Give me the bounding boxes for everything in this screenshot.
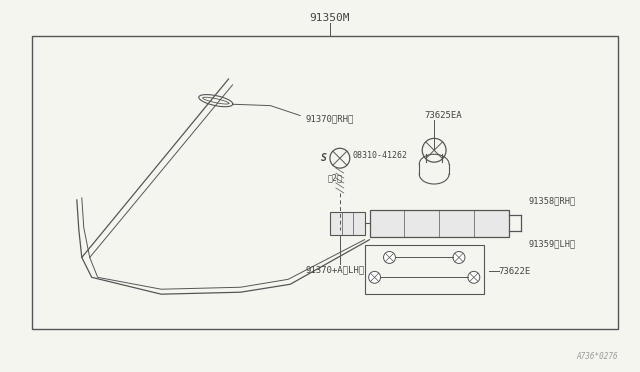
Text: 91370〈RH〉: 91370〈RH〉 xyxy=(305,114,353,123)
Text: 91358〈RH〉: 91358〈RH〉 xyxy=(529,196,576,205)
Text: 〈2〉: 〈2〉 xyxy=(328,173,342,182)
Text: 08310-41262: 08310-41262 xyxy=(353,151,408,160)
Circle shape xyxy=(453,251,465,263)
Text: A736*0276: A736*0276 xyxy=(576,352,618,361)
Bar xyxy=(365,244,484,294)
Text: 91350M: 91350M xyxy=(310,13,350,23)
Bar xyxy=(330,212,365,235)
Text: S: S xyxy=(321,153,327,163)
Bar xyxy=(370,210,509,237)
Circle shape xyxy=(468,271,480,283)
Circle shape xyxy=(383,251,396,263)
Text: 91359〈LH〉: 91359〈LH〉 xyxy=(529,240,576,248)
Text: 91370+A〈LH〉: 91370+A〈LH〉 xyxy=(305,265,364,274)
Text: 73625EA: 73625EA xyxy=(424,111,462,120)
Circle shape xyxy=(369,271,381,283)
Text: 73622E: 73622E xyxy=(499,267,531,276)
Bar xyxy=(32,36,618,329)
